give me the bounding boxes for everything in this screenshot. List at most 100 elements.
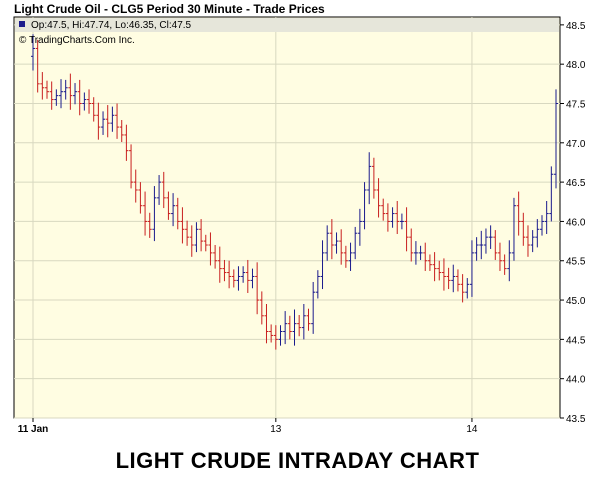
ohlc-bar (194, 222, 199, 253)
ohlc-bar (367, 152, 372, 205)
ohlc-bar (348, 242, 353, 271)
y-tick-label: 46.0 (566, 217, 586, 228)
ohlc-bar (255, 262, 260, 315)
ohlc-bar (283, 311, 288, 345)
ohlc-bar (530, 230, 535, 253)
ohlc-bar (437, 260, 442, 281)
price-bars (31, 34, 558, 350)
ohlc-bar (516, 191, 521, 236)
ohlc-bar (59, 79, 64, 109)
ohlc-bar (339, 229, 344, 265)
ohlc-bar (427, 254, 432, 271)
ohlc-bar (264, 303, 269, 344)
ohlc-bar (469, 240, 474, 297)
ohlc-bar (222, 259, 227, 282)
ohlc-bar (399, 213, 404, 230)
ohlc-bar (455, 269, 460, 292)
ohlc-bar (493, 230, 498, 260)
ohlc-bar (105, 105, 110, 138)
ohlc-bar (166, 191, 171, 220)
ohlc-readout: Op:47.5, Hi:47.74, Lo:46.35, Cl:47.5 (31, 20, 192, 31)
ohlc-bar (82, 92, 87, 111)
ohlc-bar (63, 79, 68, 100)
x-axis: 11 Jan 13 14 (18, 418, 478, 435)
ohlc-bar (143, 191, 148, 236)
ohlc-chart: Op:47.5, Hi:47.74, Lo:46.35, Cl:47.5 © T… (13, 16, 586, 435)
ohlc-bar (385, 203, 390, 232)
y-tick-label: 46.5 (566, 178, 586, 189)
ohlc-bar (353, 226, 358, 260)
ohlc-bar (390, 207, 395, 228)
ohlc-bar (297, 314, 302, 337)
ohlc-bar (231, 269, 236, 288)
info-band-bg (15, 18, 559, 32)
ohlc-bar (161, 171, 166, 209)
ohlc-bar (460, 274, 465, 303)
ohlc-bar (250, 268, 255, 289)
ohlc-bar (138, 182, 143, 214)
ohlc-bar (483, 228, 488, 254)
ohlc-bar (278, 325, 283, 346)
ohlc-bar (502, 254, 507, 275)
y-tick-label: 45.5 (566, 257, 586, 268)
y-tick-label: 48.0 (566, 60, 586, 71)
ohlc-bar (362, 182, 367, 230)
ohlc-bar (87, 89, 92, 114)
ohlc-bar (157, 175, 162, 205)
ohlc-bar (409, 228, 414, 262)
ohlc-bar (497, 242, 502, 271)
y-tick-label: 48.5 (566, 21, 586, 32)
y-tick-label: 45.0 (566, 296, 586, 307)
ohlc-bar (31, 34, 35, 71)
ohlc-bar (129, 144, 134, 189)
ohlc-bar (329, 219, 334, 260)
x-tick-label: 13 (270, 424, 282, 435)
ohlc-bar (91, 97, 96, 122)
ohlc-bar (554, 89, 558, 189)
ohlc-bar (119, 120, 124, 143)
ohlc-bar (395, 200, 400, 235)
ohlc-bar (236, 266, 241, 291)
ohlc-bar (432, 252, 437, 282)
ohlc-bar (180, 207, 185, 244)
ohlc-bar (133, 169, 138, 203)
x-tick-label: 14 (466, 424, 478, 435)
ohlc-bar (217, 246, 222, 283)
ohlc-bar (334, 232, 339, 254)
ohlc-bar (357, 208, 362, 246)
ohlc-bar (539, 215, 544, 236)
ohlc-bar (208, 232, 213, 266)
ohlc-bar (269, 324, 274, 343)
ohlc-bar (241, 266, 246, 283)
plot-area (13, 16, 561, 419)
y-tick-label: 44.0 (566, 375, 586, 386)
ohlc-bar (451, 264, 456, 293)
ohlc-bar (423, 242, 428, 271)
ohlc-bar (311, 281, 316, 334)
ohlc-bar (199, 219, 204, 252)
ohlc-bar (115, 103, 120, 139)
y-axis: 43.5 44.0 44.5 45.0 45.5 46.0 46.5 47.0 47.5 48.0… (560, 21, 586, 425)
chart-caption: LIGHT CRUDE INTRADAY CHART (115, 448, 480, 473)
copyright-text: © TradingCharts.Com Inc. (19, 35, 135, 46)
ohlc-bar (273, 325, 278, 350)
ohlc-bar (49, 81, 54, 110)
ohlc-bar (96, 102, 101, 140)
info-band: Op:47.5, Hi:47.74, Lo:46.35, Cl:47.5 © T… (15, 18, 559, 46)
ohlc-bar (549, 166, 554, 222)
x-tick-label: 11 Jan (18, 424, 49, 435)
ohlc-bar (213, 245, 218, 269)
ohlc-bar (465, 278, 470, 299)
y-tick-label: 47.0 (566, 139, 586, 150)
ohlc-bar (175, 197, 180, 230)
ohlc-bar (45, 80, 50, 99)
ohlc-bar (110, 106, 115, 132)
ohlc-bar (418, 245, 423, 260)
ohlc-bar (320, 240, 325, 290)
ohlc-bar (306, 308, 311, 331)
ohlc-bar (101, 111, 106, 135)
ohlc-bar (315, 270, 320, 299)
ohlc-bar (488, 225, 493, 249)
ohlc-bar (35, 39, 40, 93)
ohlc-bar (147, 212, 152, 238)
